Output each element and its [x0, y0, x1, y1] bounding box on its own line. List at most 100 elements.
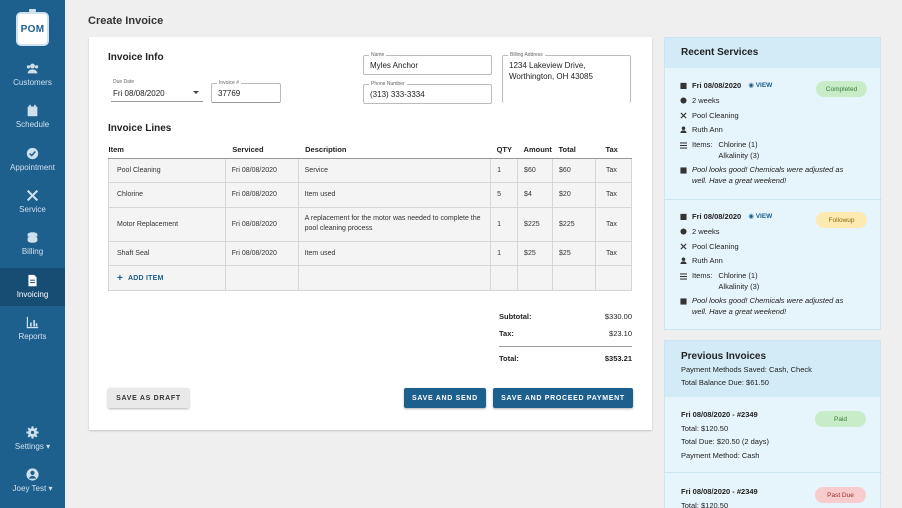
sidebar-item-billing[interactable]: Billing	[0, 231, 65, 269]
name-field[interactable]: Name Myles Anchor	[363, 52, 492, 75]
sidebar-item-service[interactable]: Service	[0, 189, 65, 227]
service-note-line1: Pool looks good! Chemicals were adjusted…	[692, 296, 844, 305]
cell-amount[interactable]: $4	[517, 182, 554, 208]
cell-item[interactable]: Chlorine	[108, 182, 226, 208]
caret-down-icon: ▾	[48, 484, 53, 493]
service-item-2: Alkalinity (3)	[718, 282, 760, 291]
service-frequency-row: 2 weeks	[679, 227, 720, 236]
service-date-row: Fri 08/08/2020 ◉ VIEW	[679, 212, 772, 221]
service-items-row: Items: Chlorine (1) Alkalinity (3)	[679, 139, 759, 161]
cell-qty[interactable]: 1	[490, 240, 519, 266]
phone-value: (313) 333-3334	[370, 90, 425, 99]
view-label: VIEW	[755, 82, 773, 89]
table-row[interactable]: Motor Replacement Fri 08/08/2020 A repla…	[108, 206, 633, 242]
service-entry: Fri 08/08/2020 ◉ VIEW Completed 2 weeks …	[665, 68, 882, 198]
note-icon	[679, 297, 687, 305]
cell-serviced[interactable]: Fri 08/08/2020	[224, 206, 299, 242]
service-note-line2: well. Have a great weekend!	[692, 176, 787, 185]
service-item-2: Alkalinity (3)	[718, 151, 760, 160]
service-note-line2: well. Have a great weekend!	[692, 307, 787, 316]
plus-icon: +	[117, 272, 124, 284]
invoice-due: Total Due: $20.50 (2 days)	[681, 437, 769, 446]
cell-item[interactable]: Shaft Seal	[108, 240, 226, 266]
sidebar-item-invoicing[interactable]: Invoicing	[0, 268, 65, 306]
previous-invoices-panel: Previous Invoices Payment Methods Saved:…	[664, 340, 882, 508]
cell-amount[interactable]: $225	[517, 206, 554, 242]
user-menu[interactable]: Joey Test ▾	[0, 468, 65, 506]
phone-field[interactable]: Phone Number (313) 333-3334	[363, 81, 492, 104]
page-title: Create Invoice	[88, 15, 164, 27]
total-balance-due: Total Balance Due: $61.50	[681, 378, 769, 387]
cell-description[interactable]: Item used	[297, 182, 492, 208]
table-row[interactable]: Pool Cleaning Fri 08/08/2020 Service 1 $…	[108, 157, 633, 183]
sidebar-item-label: Schedule	[15, 120, 50, 129]
table-row[interactable]: Shaft Seal Fri 08/08/2020 Item used 1 $2…	[108, 240, 633, 266]
cell-qty[interactable]: 5	[490, 182, 519, 208]
cell-description[interactable]: Item used	[297, 240, 492, 266]
table-row[interactable]: Chlorine Fri 08/08/2020 Item used 5 $4 $…	[108, 182, 633, 208]
empty-cell	[490, 265, 519, 291]
column-header: Total	[552, 141, 596, 159]
billing-address-line2: Worthington, OH 43085	[509, 72, 593, 81]
settings-menu[interactable]: Settings ▾	[0, 426, 65, 464]
user-name: Joey Test	[12, 484, 47, 493]
cell-serviced[interactable]: Fri 08/08/2020	[224, 240, 299, 266]
sidebar-item-label: Billing	[21, 247, 44, 256]
clock-icon	[679, 96, 687, 104]
cell-item[interactable]: Pool Cleaning	[108, 157, 226, 183]
add-item-label: ADD ITEM	[128, 274, 164, 282]
user-icon	[679, 125, 687, 133]
cell-qty[interactable]: 1	[490, 206, 519, 242]
invoice-number-field[interactable]: Invoice # 37769	[211, 80, 281, 103]
pom-logo[interactable]: POM	[16, 9, 49, 46]
user-avatar-icon	[26, 468, 39, 481]
cell-amount[interactable]: $25	[517, 240, 554, 266]
service-note-row: Pool looks good! Chemicals were adjusted…	[679, 295, 843, 317]
cell-serviced[interactable]: Fri 08/08/2020	[224, 182, 299, 208]
save-and-proceed-payment-button[interactable]: SAVE AND PROCEED PAYMENT	[493, 388, 633, 408]
cell-description[interactable]: Service	[297, 157, 492, 183]
invoice-entry[interactable]: Fri 08/08/2020 - #2349 Total: $120.50	[681, 485, 758, 508]
calendar-icon	[679, 81, 687, 89]
service-date: Fri 08/08/2020	[692, 81, 742, 90]
save-and-send-button[interactable]: SAVE AND SEND	[404, 388, 486, 408]
sidebar-item-appointment[interactable]: Appointment	[0, 147, 65, 185]
cell-item[interactable]: Motor Replacement	[108, 206, 226, 242]
cell-serviced[interactable]: Fri 08/08/2020	[224, 157, 299, 183]
tax-label: Tax:	[499, 329, 514, 338]
add-item-row: + ADD ITEM	[108, 265, 633, 291]
billing-address-field[interactable]: Billing Address 1234 Lakeview Drive, Wor…	[502, 52, 631, 103]
service-date: Fri 08/08/2020	[692, 212, 742, 221]
service-tech: Ruth Ann	[692, 256, 723, 265]
users-icon	[26, 63, 39, 74]
sidebar-item-schedule[interactable]: Schedule	[0, 104, 65, 142]
view-link[interactable]: ◉ VIEW	[748, 81, 772, 89]
service-type-row: Pool Cleaning	[679, 242, 739, 251]
cell-amount[interactable]: $60	[517, 157, 554, 183]
service-frequency: 2 weeks	[692, 227, 720, 236]
user-icon	[679, 256, 687, 264]
service-tech-row: Ruth Ann	[679, 125, 723, 134]
total-label: Total:	[499, 354, 519, 363]
add-item-button[interactable]: + ADD ITEM	[108, 265, 226, 291]
invoice-entry[interactable]: Fri 08/08/2020 - #2349 Total: $120.50 To…	[681, 408, 769, 462]
cell-tax[interactable]: Tax	[594, 182, 633, 208]
service-items-label: Items:	[692, 140, 713, 149]
service-entry: Fri 08/08/2020 ◉ VIEW Followup 2 weeks P…	[665, 200, 882, 330]
view-link[interactable]: ◉ VIEW	[748, 212, 772, 220]
divider	[665, 199, 882, 200]
column-header: Amount	[517, 141, 553, 159]
cell-tax[interactable]: Tax	[594, 206, 633, 242]
sidebar-item-customers[interactable]: Customers	[0, 62, 65, 100]
cell-qty[interactable]: 1	[490, 157, 519, 183]
service-items-label: Items:	[692, 271, 713, 280]
due-date-select[interactable]: Due Date Fri 08/08/2020	[111, 79, 203, 102]
invoice-number-value: 37769	[218, 89, 241, 98]
cell-description[interactable]: A replacement for the motor was needed t…	[297, 206, 492, 242]
calendar-icon	[679, 212, 687, 220]
sidebar-item-reports[interactable]: Reports	[0, 316, 65, 354]
cell-tax[interactable]: Tax	[594, 157, 633, 183]
cell-tax[interactable]: Tax	[594, 240, 633, 266]
save-as-draft-button[interactable]: SAVE AS DRAFT	[108, 388, 189, 408]
service-items-row: Items: Chlorine (1) Alkalinity (3)	[679, 270, 759, 292]
